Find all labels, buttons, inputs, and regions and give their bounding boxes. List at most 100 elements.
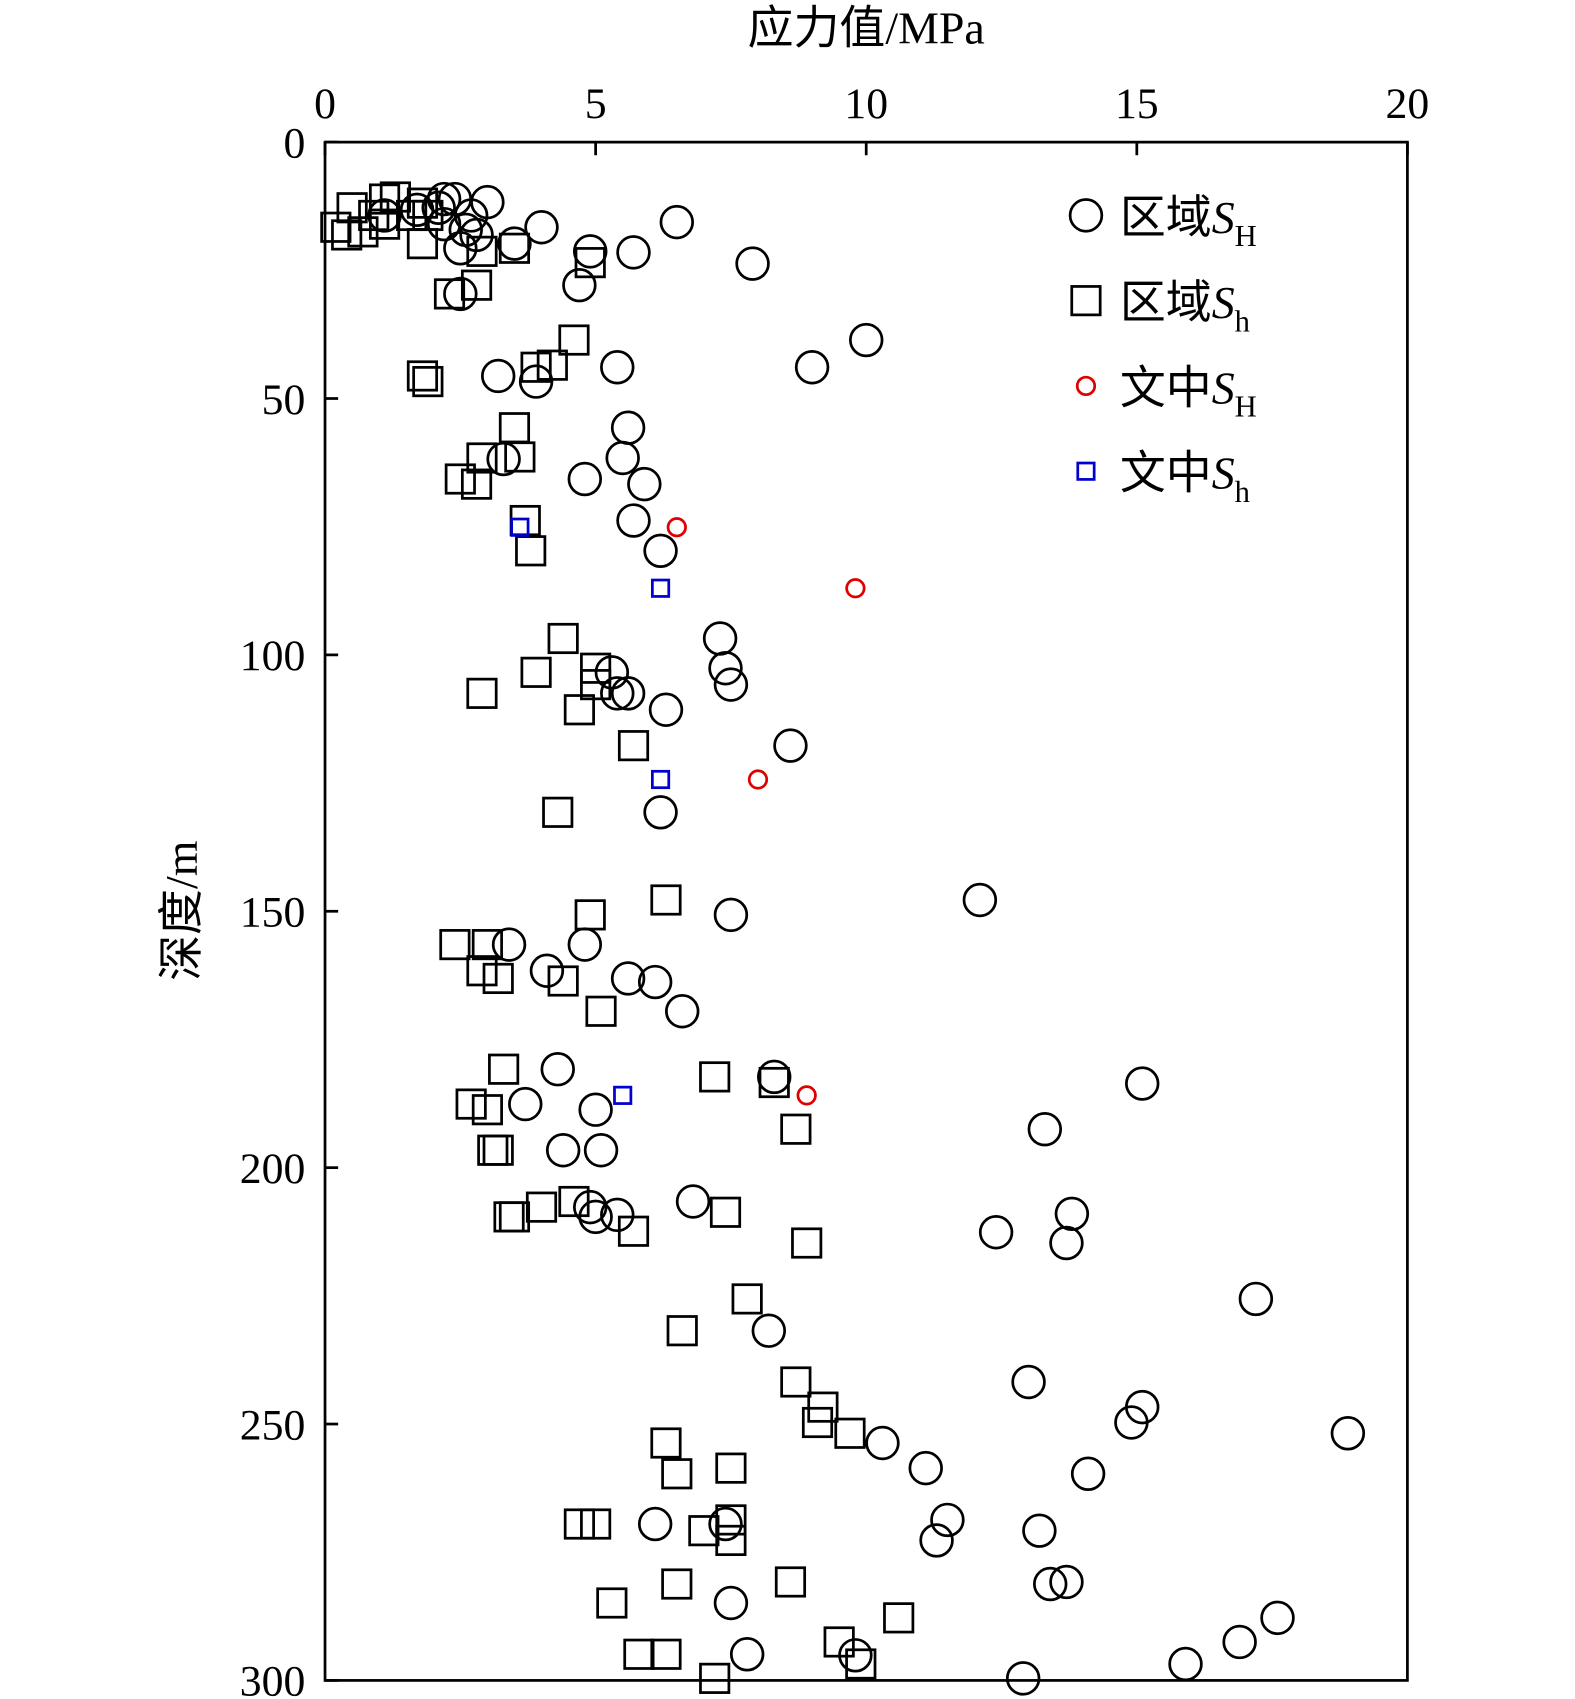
square-point bbox=[498, 412, 531, 444]
circle-point bbox=[610, 410, 646, 445]
y-tick-label: 50 bbox=[262, 376, 306, 424]
square-point bbox=[791, 1227, 823, 1259]
circle-point bbox=[524, 210, 559, 245]
y-tick-label: 250 bbox=[240, 1401, 306, 1449]
square-point bbox=[883, 1602, 915, 1634]
square-point bbox=[715, 1524, 747, 1557]
circle-point bbox=[616, 235, 651, 270]
circle-point bbox=[1022, 1513, 1057, 1548]
circle-point bbox=[908, 1450, 943, 1486]
circle-point bbox=[1005, 1661, 1041, 1696]
circle-point bbox=[845, 578, 866, 599]
legend-label-prefix: 区域 bbox=[1120, 192, 1212, 243]
square-point bbox=[547, 622, 579, 655]
square-point bbox=[504, 441, 536, 473]
circle-point bbox=[794, 350, 830, 385]
circle-point bbox=[1260, 1600, 1295, 1636]
square-point bbox=[482, 1134, 514, 1166]
x-tick-label: 5 bbox=[585, 80, 607, 128]
square-point bbox=[406, 187, 439, 219]
circle-point bbox=[1070, 1456, 1106, 1491]
square-point bbox=[699, 1061, 731, 1093]
circle-point bbox=[399, 192, 435, 228]
square-point bbox=[520, 351, 552, 383]
circle-point bbox=[664, 994, 700, 1029]
square-point bbox=[368, 183, 401, 215]
legend-label-subscript: H bbox=[1235, 219, 1257, 253]
square-point bbox=[650, 1638, 682, 1670]
legend-item: 文中SH bbox=[1075, 362, 1257, 424]
circle-point bbox=[708, 1506, 743, 1542]
square-point bbox=[801, 1406, 834, 1439]
legend-square-marker bbox=[1070, 285, 1102, 317]
circle-point bbox=[643, 533, 678, 569]
circle-point bbox=[508, 1086, 543, 1122]
circle-point bbox=[1049, 1225, 1084, 1261]
square-point bbox=[444, 463, 476, 495]
circle-point bbox=[497, 226, 532, 261]
circle-point bbox=[756, 1059, 792, 1095]
circle-point bbox=[610, 676, 646, 711]
square-point bbox=[542, 796, 574, 828]
y-tick-label: 150 bbox=[240, 889, 306, 937]
circle-point bbox=[729, 1637, 765, 1672]
circle-point bbox=[702, 621, 738, 656]
circle-point bbox=[572, 1189, 608, 1225]
circle-point bbox=[1049, 1564, 1084, 1600]
square-point bbox=[412, 366, 444, 398]
square-point bbox=[510, 517, 530, 537]
square-point bbox=[715, 1452, 747, 1484]
circle-point bbox=[713, 1585, 749, 1621]
circle-point bbox=[637, 964, 673, 1000]
legend-label-symbol: S bbox=[1212, 277, 1235, 328]
y-tick-label: 200 bbox=[240, 1145, 306, 1193]
square-point bbox=[834, 1417, 866, 1449]
circle-point bbox=[367, 198, 402, 233]
circle-point bbox=[666, 517, 687, 538]
circle-point bbox=[453, 198, 489, 233]
circle-point bbox=[616, 503, 651, 538]
square-point bbox=[596, 1587, 628, 1619]
legend-circle-marker bbox=[1068, 198, 1104, 233]
circle-point bbox=[600, 676, 635, 711]
series-2 bbox=[666, 517, 866, 1106]
circle-point bbox=[773, 728, 808, 763]
square-point bbox=[758, 1066, 790, 1099]
x-axis-title: 应力值/MPa bbox=[748, 3, 985, 54]
square-point bbox=[666, 1315, 698, 1347]
square-point bbox=[688, 1515, 720, 1547]
square-point bbox=[488, 1053, 520, 1085]
square-point bbox=[661, 1568, 693, 1600]
series-0 bbox=[367, 181, 1366, 1696]
square-point bbox=[651, 578, 671, 598]
legend-circle-marker bbox=[1075, 375, 1097, 397]
circle-point bbox=[1114, 1405, 1149, 1440]
circle-point bbox=[747, 769, 769, 790]
square-point bbox=[396, 199, 428, 232]
y-tick-label: 0 bbox=[283, 119, 305, 167]
square-point bbox=[455, 1088, 487, 1120]
circle-point bbox=[1033, 1566, 1068, 1602]
legend-item: 文中Sh bbox=[1076, 448, 1250, 509]
legend-label-symbol: S bbox=[1212, 362, 1235, 413]
legend-label-subscript: h bbox=[1235, 475, 1250, 509]
circle-point bbox=[540, 1051, 575, 1087]
circle-point bbox=[545, 1132, 581, 1168]
circle-point bbox=[567, 461, 603, 497]
circle-point bbox=[1168, 1646, 1203, 1682]
square-point bbox=[471, 1094, 503, 1126]
square-point bbox=[823, 1626, 855, 1658]
circle-point bbox=[529, 953, 565, 988]
square-point bbox=[585, 995, 617, 1027]
legend-label: 文中Sh bbox=[1120, 448, 1250, 509]
legend-label-symbol: S bbox=[1212, 192, 1235, 243]
circle-point bbox=[675, 1184, 711, 1219]
circle-point bbox=[865, 1425, 900, 1461]
circle-point bbox=[708, 651, 743, 686]
circle-point bbox=[610, 961, 646, 996]
square-point bbox=[547, 965, 579, 997]
y-tick-label: 100 bbox=[240, 632, 306, 680]
square-point bbox=[347, 216, 379, 248]
